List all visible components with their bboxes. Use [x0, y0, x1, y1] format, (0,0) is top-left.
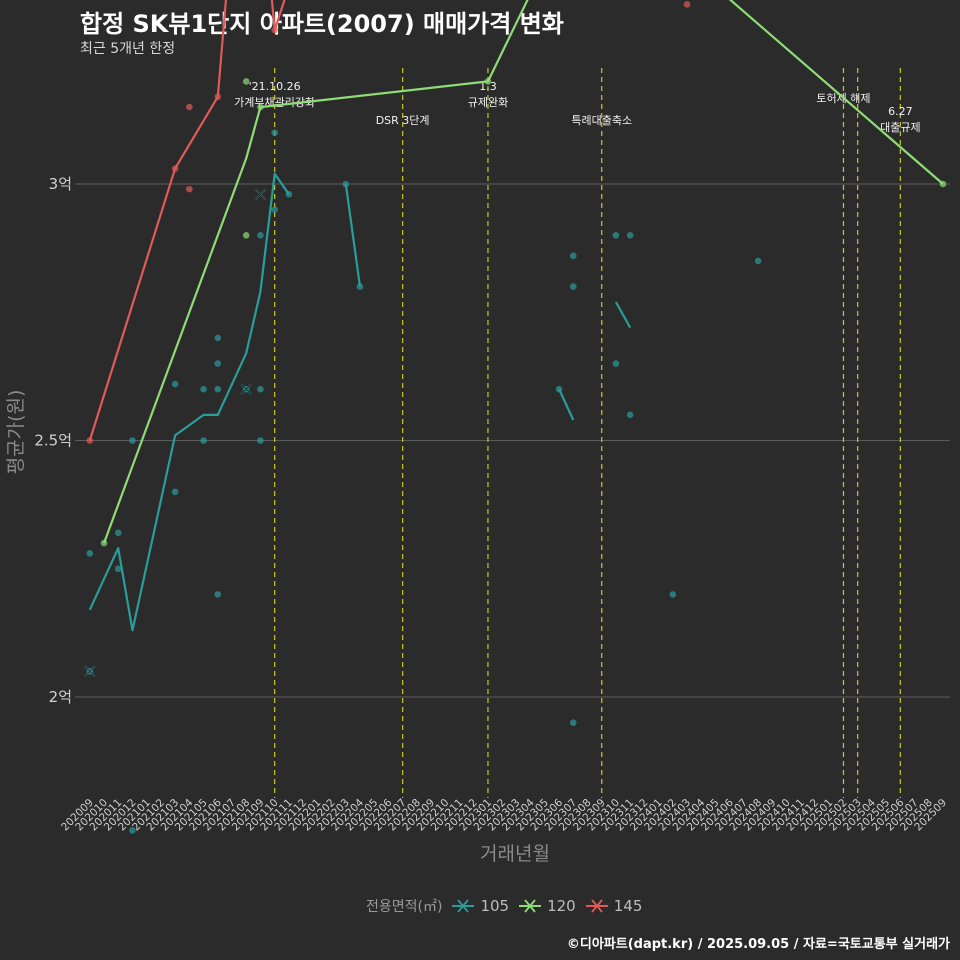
data-point-105 — [214, 360, 222, 367]
data-point-105 — [754, 257, 762, 265]
data-point-120 — [257, 103, 264, 111]
data-point-105 — [569, 252, 577, 260]
series-layer — [84, 0, 947, 834]
series-105 — [84, 129, 762, 834]
series-line-120 — [102, 0, 944, 544]
data-point-120 — [242, 232, 250, 239]
data-point-105 — [569, 283, 577, 290]
data-point-145 — [683, 1, 691, 8]
data-point-145 — [271, 26, 278, 34]
data-point-105 — [342, 180, 350, 188]
data-point-105 — [285, 190, 293, 198]
data-point-105 — [257, 232, 264, 239]
legend-label-120: 120 — [547, 897, 576, 915]
chart-title: 합정 SK뷰1단지 아파트(2007) 매매가격 변화 — [80, 10, 564, 38]
legend-title: 전용면적(㎡) — [366, 899, 443, 915]
data-point-105 — [200, 437, 207, 444]
event-label: 규제완화 — [468, 96, 508, 109]
y-tick-label: 2억 — [49, 688, 72, 706]
data-point-145 — [86, 437, 94, 444]
legend-key-120 — [519, 899, 542, 913]
data-point-105 — [626, 232, 634, 239]
data-point-120 — [484, 78, 492, 85]
highlight-marker-inner-105 — [84, 666, 96, 677]
grid-layer — [75, 183, 950, 698]
data-point-105 — [555, 385, 563, 393]
legend-item-105: 105 — [452, 897, 509, 915]
event-label: 6.27 — [888, 105, 913, 118]
data-point-120 — [100, 539, 108, 547]
data-point-105 — [214, 591, 222, 598]
data-point-105 — [271, 129, 278, 136]
data-point-105 — [129, 827, 136, 834]
series-145 — [86, 0, 691, 444]
event-label: 대출규제 — [880, 121, 920, 134]
data-point-105 — [114, 565, 122, 573]
legend-key-cross-120 — [524, 899, 536, 913]
data-point-105 — [612, 360, 620, 367]
data-point-105 — [129, 437, 136, 444]
legend-key-cross-145 — [591, 899, 603, 913]
legend-label-105: 105 — [480, 897, 510, 915]
event-label: 1.3 — [479, 80, 497, 93]
axis-layer: 2억2.5억3억3.5억4억20200920201020201120201220… — [5, 175, 949, 865]
event-label: 가계부채관리강화 — [234, 96, 315, 109]
data-point-120 — [242, 78, 250, 85]
series-line-105 — [344, 183, 362, 287]
chart-subtitle: 최근 5개년 한정 — [80, 41, 176, 57]
legend-key-105 — [452, 899, 475, 913]
legend: 전용면적(㎡) 105 120 145 — [366, 896, 652, 916]
legend-key-cross-105 — [457, 899, 470, 913]
y-tick-label: 2.5억 — [34, 432, 72, 450]
y-axis-title: 평균가(원) — [5, 390, 27, 475]
data-point-105 — [171, 380, 179, 388]
y-tick-label: 3억 — [49, 175, 72, 193]
series-line-105 — [88, 172, 290, 632]
data-point-105 — [257, 385, 264, 393]
data-point-105 — [356, 283, 364, 290]
legend-item-120: 120 — [519, 897, 576, 915]
data-point-105 — [200, 385, 207, 393]
series-line-105 — [558, 388, 575, 421]
data-point-145 — [171, 165, 179, 172]
data-point-105 — [257, 437, 264, 444]
event-label: 특례대출축소 — [571, 114, 632, 127]
series-120 — [100, 0, 947, 547]
event-label: DSR 3단계 — [376, 114, 430, 127]
data-point-105 — [569, 719, 577, 726]
data-point-105 — [214, 385, 222, 393]
data-point-105 — [271, 206, 278, 213]
highlight-marker-inner-105 — [240, 383, 252, 395]
legend-item-145: 145 — [585, 897, 643, 915]
data-point-105 — [86, 550, 94, 557]
data-point-145 — [214, 93, 222, 101]
event-label: '21.10.26 — [249, 80, 301, 93]
data-point-105 — [214, 334, 222, 342]
data-point-120 — [939, 180, 947, 188]
series-line-145 — [88, 0, 286, 441]
highlight-marker-inner-105 — [255, 188, 266, 200]
x-axis-title: 거래년월 — [480, 843, 550, 865]
legend-label-145: 145 — [613, 897, 643, 915]
data-point-105 — [669, 591, 677, 598]
data-point-145 — [186, 185, 193, 193]
source-caption: ©디아파트(dapt.kr) / 2025.09.05 / 자료=국토교통부 실… — [566, 937, 950, 952]
legend-key-145 — [585, 899, 608, 913]
data-point-105 — [114, 529, 122, 537]
data-point-105 — [626, 411, 634, 419]
data-point-105 — [171, 488, 179, 496]
data-point-105 — [612, 232, 620, 239]
series-line-105 — [614, 301, 632, 329]
data-point-145 — [186, 103, 193, 111]
